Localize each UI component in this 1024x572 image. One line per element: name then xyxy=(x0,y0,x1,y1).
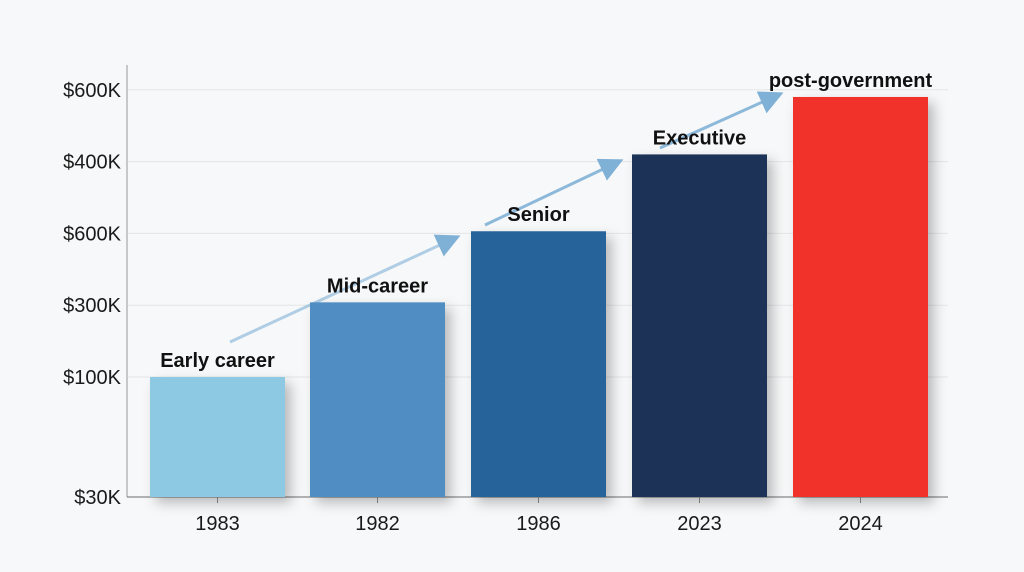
bar-label: Executive xyxy=(653,127,746,149)
y-axis: $30K $100K $300K $600K $400K $600K xyxy=(63,80,121,509)
x-tick-label: 1982 xyxy=(355,513,400,535)
bar-label: Senior xyxy=(507,204,569,226)
bar-4 xyxy=(793,96,928,497)
y-tick-label: $30K xyxy=(74,487,121,509)
x-tick-label: 1983 xyxy=(195,513,240,535)
trend-arrow xyxy=(484,158,624,227)
bar-1 xyxy=(310,302,445,497)
y-tick-label: $100K xyxy=(63,367,121,389)
bar-label: post-government xyxy=(769,70,933,92)
x-tick-label: 2023 xyxy=(677,513,722,535)
x-tick-label: 1986 xyxy=(516,513,561,535)
trend-arrows xyxy=(229,91,784,344)
bars: Early career Mid-career Senior Executive pos… xyxy=(150,70,933,498)
bar-3 xyxy=(632,154,767,498)
y-tick-label: $400K xyxy=(63,152,121,174)
bar-0 xyxy=(150,377,285,497)
trend-arrow xyxy=(659,91,784,150)
y-tick-label: $600K xyxy=(63,223,121,245)
x-axis: 1983 1982 1986 2023 2024 xyxy=(195,497,883,535)
bar-2 xyxy=(471,231,606,497)
y-tick-label: $300K xyxy=(63,295,121,317)
x-tick-label: 2024 xyxy=(838,513,883,535)
bar-label: Early career xyxy=(160,350,275,372)
trend-arrow xyxy=(229,234,461,344)
bar-label: Mid-career xyxy=(327,275,428,297)
y-tick-label: $600K xyxy=(63,80,121,102)
